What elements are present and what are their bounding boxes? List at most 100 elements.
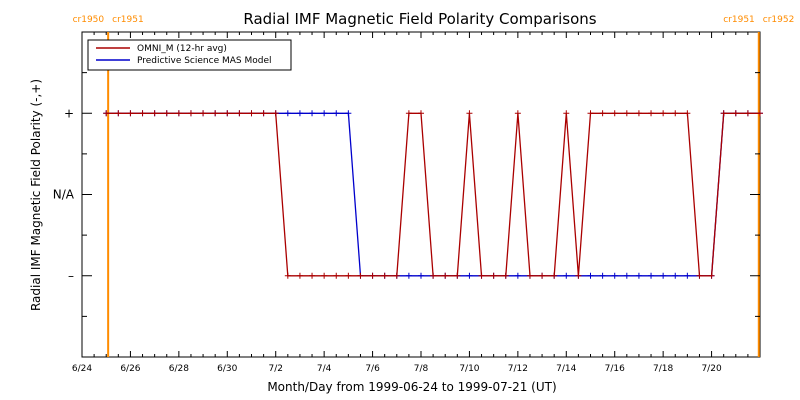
data-point-omni — [224, 110, 231, 117]
plot-frame — [81, 31, 761, 358]
legend: OMNI_M (12-hr avg) Predictive Science MA… — [87, 39, 292, 71]
data-point-omni — [466, 110, 473, 117]
data-point-omni — [236, 110, 243, 117]
data-point-mas — [599, 272, 606, 279]
data-point-mas — [514, 272, 521, 279]
data-point-omni — [490, 272, 497, 279]
data-point-omni — [272, 110, 279, 117]
data-point-omni — [418, 110, 424, 117]
data-point-omni — [539, 272, 546, 279]
data-point-omni — [514, 110, 521, 117]
data-point-mas — [672, 272, 679, 279]
data-point-mas — [660, 272, 667, 279]
data-point-mas — [333, 110, 340, 117]
chart-title: Radial IMF Magnetic Field Polarity Compa… — [243, 10, 596, 28]
data-point-omni — [212, 110, 219, 117]
data-point-mas — [321, 110, 328, 117]
data-point-omni — [405, 110, 412, 117]
data-point-omni — [623, 110, 630, 117]
y-axis-label: Radial IMF Magnetic Field Polarity (-,+) — [29, 79, 43, 311]
data-point-omni — [744, 110, 751, 117]
data-point-omni — [139, 110, 146, 117]
cr-label-before: cr1950 — [73, 15, 105, 25]
data-point-omni — [175, 110, 182, 117]
data-point-omni — [442, 272, 449, 279]
axis-ticks: 6/24 6/26 6/28 6/30 7/2 7/4 7/6 7/8 7/10 7/12 7/14… — [53, 32, 760, 374]
data-point-mas — [611, 272, 618, 279]
data-point-mas — [296, 110, 303, 117]
x-tick-label: 7/6 — [365, 364, 380, 374]
data-point-omni — [284, 272, 291, 279]
data-point-omni — [200, 110, 207, 117]
data-point-mas — [623, 272, 630, 279]
data-point-omni — [611, 110, 618, 117]
data-point-omni — [635, 110, 642, 117]
x-axis-label: Month/Day from 1999-06-24 to 1999-07-21 … — [267, 380, 556, 394]
y-tick-label: N/A — [53, 188, 75, 202]
series-line-mas — [106, 112, 760, 277]
data-point-omni — [260, 110, 267, 117]
data-point-omni — [103, 110, 110, 117]
data-point-omni — [151, 110, 158, 117]
x-tick-label: 7/14 — [556, 364, 576, 374]
data-point-omni — [672, 110, 679, 117]
x-tick-label: 7/10 — [459, 364, 479, 374]
x-tick-label: 7/2 — [268, 364, 282, 374]
series-line-omni — [106, 112, 760, 277]
data-point-omni — [478, 272, 485, 279]
x-tick-label: 7/20 — [701, 364, 721, 374]
data-point-mas — [418, 272, 424, 279]
legend-label-mas: Predictive Science MAS Model — [137, 56, 272, 66]
data-point-omni — [369, 272, 376, 279]
data-point-omni — [187, 110, 194, 117]
data-point-mas — [466, 272, 473, 279]
x-tick-label: 7/12 — [508, 364, 528, 374]
data-point-omni — [708, 272, 715, 279]
data-point-omni — [296, 272, 303, 279]
data-point-mas — [587, 272, 594, 279]
data-point-omni — [381, 272, 388, 279]
data-point-omni — [393, 272, 400, 279]
data-point-mas — [648, 272, 655, 279]
cr-label-after: cr1952 — [763, 15, 795, 25]
data-point-mas — [309, 110, 316, 117]
data-point-mas — [563, 272, 570, 279]
data-point-omni — [502, 272, 509, 279]
data-point-omni — [684, 110, 691, 117]
x-tick-label: 6/30 — [217, 364, 237, 374]
data-point-omni — [345, 272, 352, 279]
data-point-omni — [248, 110, 255, 117]
legend-label-omni: OMNI_M (12-hr avg) — [137, 44, 227, 54]
data-point-omni — [599, 110, 606, 117]
data-point-omni — [720, 110, 727, 117]
data-point-omni — [660, 110, 667, 117]
series-lines — [103, 110, 763, 279]
x-tick-label: 7/4 — [317, 364, 332, 374]
data-point-omni — [321, 272, 328, 279]
data-point-mas — [284, 110, 291, 117]
y-tick-label: – — [68, 269, 74, 283]
data-point-omni — [163, 110, 170, 117]
x-tick-label: 7/18 — [653, 364, 673, 374]
x-tick-label: 6/26 — [120, 364, 140, 374]
data-point-omni — [357, 272, 364, 279]
data-point-omni — [333, 272, 340, 279]
data-point-mas — [345, 110, 352, 117]
x-tick-label: 7/16 — [605, 364, 625, 374]
data-point-omni — [430, 272, 437, 279]
x-tick-label: 7/8 — [414, 364, 429, 374]
data-point-omni — [648, 110, 655, 117]
x-tick-label: 6/24 — [72, 364, 92, 374]
x-tick-label: 6/28 — [169, 364, 189, 374]
cr-label-after: cr1951 — [112, 15, 144, 25]
y-tick-label: + — [64, 106, 74, 120]
data-point-omni — [115, 110, 122, 117]
data-point-omni — [526, 272, 533, 279]
data-point-mas — [405, 272, 412, 279]
data-point-omni — [551, 272, 558, 279]
data-point-omni — [127, 110, 134, 117]
data-point-omni — [587, 110, 594, 117]
data-point-omni — [732, 110, 739, 117]
data-point-mas — [635, 272, 642, 279]
